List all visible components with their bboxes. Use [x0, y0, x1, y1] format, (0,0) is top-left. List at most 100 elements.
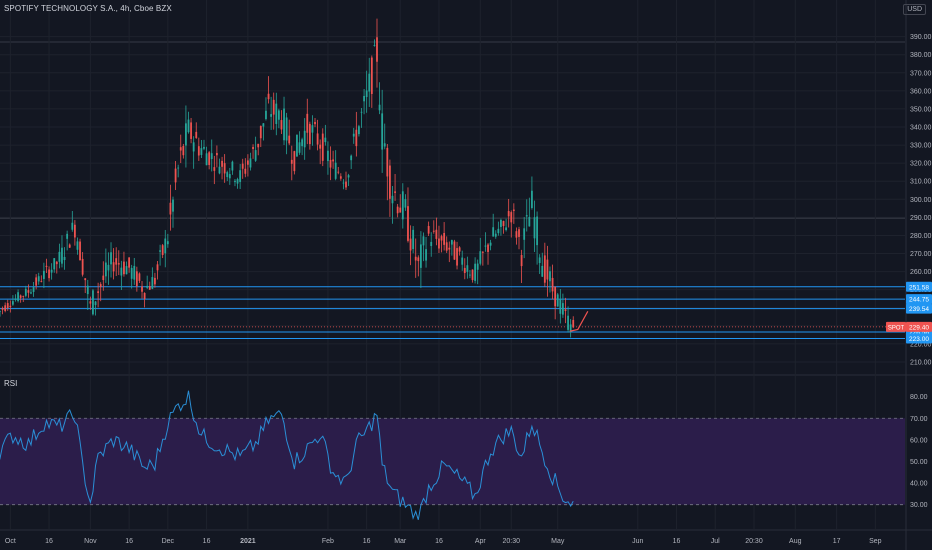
candle-body [68, 244, 71, 248]
candle-body [117, 263, 120, 265]
rsi-tick-label: 70.00 [910, 416, 928, 423]
candle-body [316, 133, 319, 145]
level-price-text: 244.75 [909, 297, 929, 304]
price-tick-label: 350.00 [910, 106, 932, 113]
candle-body [195, 131, 198, 138]
price-tick-label: 260.00 [910, 269, 932, 276]
candle-body [135, 271, 138, 287]
time-tick-label: 16 [125, 538, 133, 545]
candle-body [244, 168, 247, 174]
candle-body [125, 266, 128, 275]
candle-body [456, 248, 458, 266]
candle-body [120, 267, 123, 276]
candle-body [252, 146, 254, 149]
symbol-tag-text: SPOT [888, 325, 905, 331]
candle-body [425, 249, 427, 261]
candle-body [24, 288, 27, 296]
candle-body [321, 133, 324, 161]
candle-body [66, 233, 69, 239]
candle-body [562, 303, 564, 315]
time-tick-label: May [551, 538, 565, 545]
price-tick-label: 390.00 [910, 34, 932, 41]
time-tick-label: Jun [632, 538, 643, 545]
candle-body [32, 287, 35, 292]
candle-body [440, 236, 443, 241]
candle-body [249, 158, 252, 168]
candle-body [572, 319, 575, 328]
time-tick-label: 16 [363, 538, 371, 545]
candle-body [518, 229, 520, 237]
candle-body [296, 134, 298, 157]
level-price-tag [906, 303, 932, 314]
price-tick-label: 360.00 [910, 88, 932, 95]
candle-body [481, 251, 484, 253]
candle-body [61, 247, 63, 264]
candle-body [324, 137, 327, 143]
candle-body [492, 227, 495, 237]
candle-body [538, 257, 541, 263]
price-tick-label: 220.00 [910, 341, 932, 348]
candle-body [556, 294, 559, 307]
candle-body [40, 280, 43, 282]
rsi-band [0, 417, 905, 506]
candle-body [332, 159, 334, 162]
candle-body [166, 241, 169, 245]
candle-body [9, 305, 12, 308]
candle-body [234, 180, 236, 183]
candle-body [510, 212, 513, 223]
candle-body [386, 147, 389, 177]
candle-body [368, 73, 371, 92]
candle-body [130, 267, 133, 279]
candle-body [179, 147, 182, 151]
candle-body [19, 295, 22, 298]
candle-body [445, 242, 448, 251]
candle-body [42, 270, 45, 279]
candle-body [221, 160, 223, 167]
candle-body [143, 292, 146, 299]
candle-body [228, 174, 231, 179]
candle-body [0, 310, 1, 312]
current-price-tag [906, 321, 932, 332]
price-tick-label: 300.00 [910, 197, 932, 204]
time-tick-label: Jul [711, 538, 720, 545]
symbol-tag [886, 321, 906, 332]
candle-body [298, 142, 301, 153]
level-price-tag [906, 281, 932, 292]
candle-body [345, 181, 347, 188]
candle-body [549, 271, 551, 282]
candle-body [215, 153, 218, 156]
price-tick-label: 270.00 [910, 251, 932, 258]
candle-body [301, 139, 304, 147]
candle-body [502, 221, 505, 227]
candle-body [327, 150, 329, 162]
candle-body [314, 121, 316, 125]
candle-body [200, 148, 203, 155]
candle-body [37, 276, 40, 282]
candle-body [1, 308, 4, 310]
candle-body [500, 219, 502, 227]
candle-body [94, 301, 97, 306]
candle-body [453, 241, 456, 260]
candle-body [84, 278, 87, 281]
currency-button[interactable]: USD [903, 4, 926, 15]
candle-body [399, 207, 402, 213]
candle-body [303, 130, 306, 148]
candle-body [347, 175, 350, 178]
candle-body [185, 123, 187, 146]
candle-body [270, 114, 273, 117]
time-tick-label: 2021 [240, 538, 256, 545]
candle-body [290, 159, 293, 164]
candle-body [536, 216, 538, 246]
time-tick-label: Dec [162, 538, 175, 545]
candle-body [422, 236, 425, 246]
candle-body [489, 242, 492, 246]
candle-body [378, 104, 381, 111]
candle-body [376, 37, 378, 62]
candle-body [231, 161, 234, 171]
candle-body [86, 285, 89, 295]
current-price-text: 229.40 [909, 324, 929, 331]
rsi-tick-label: 50.00 [910, 459, 928, 466]
time-tick-label: Mar [394, 538, 407, 545]
